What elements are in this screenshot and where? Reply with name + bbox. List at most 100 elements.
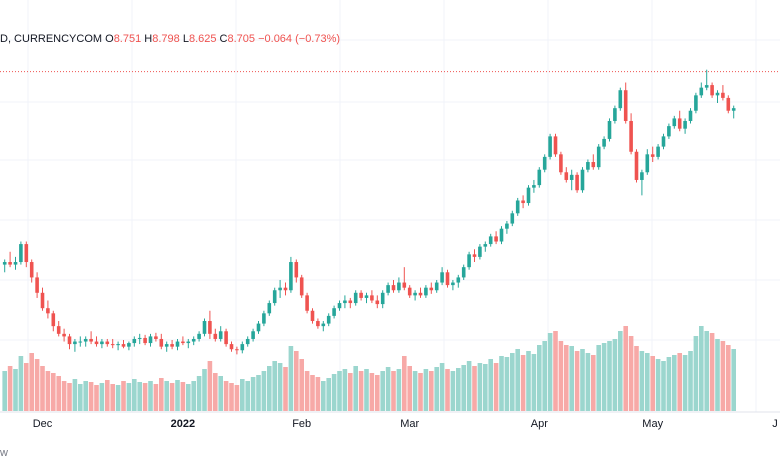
candle-body [326, 315, 331, 324]
candle [94, 336, 99, 347]
volume-bar [51, 373, 56, 411]
volume-bar [618, 331, 623, 411]
volume-bar [574, 351, 580, 411]
volume-bar [337, 371, 342, 411]
volume-bar [261, 371, 267, 411]
candle-body [62, 333, 66, 337]
candle-body [321, 323, 326, 327]
candle-body [418, 292, 423, 296]
volume-bar [83, 381, 88, 411]
candle [116, 341, 120, 351]
candle [8, 251, 12, 268]
open-key: O [105, 33, 114, 45]
candle [46, 300, 50, 319]
high-key: H [144, 33, 153, 45]
candle [618, 87, 623, 111]
volume-bar [477, 363, 483, 411]
volume-bar [672, 355, 677, 411]
candle-body [337, 303, 342, 309]
volume-bar [13, 369, 18, 411]
candle-body [8, 262, 12, 265]
candle-body [488, 236, 493, 245]
volume-bar [2, 371, 7, 411]
candle-body [191, 338, 196, 342]
volume-bar [445, 369, 450, 411]
volume-bar [429, 371, 434, 411]
candle-body [73, 341, 77, 345]
volume-bar [645, 353, 650, 411]
candle-body [537, 169, 542, 186]
volume-bar [693, 336, 699, 411]
volume-bar [650, 356, 655, 411]
candle-body [694, 95, 698, 111]
candle-body [424, 287, 428, 296]
volume-bar [56, 376, 61, 411]
close-value: 8.705 [227, 33, 256, 45]
candle [278, 279, 282, 298]
candle-body [569, 174, 574, 180]
volume-bar [142, 383, 148, 411]
candle [267, 300, 272, 316]
candle [213, 328, 218, 342]
candle [656, 144, 660, 160]
candle-body [213, 333, 218, 339]
candle [596, 144, 601, 170]
volume-bar [558, 341, 564, 411]
candle-body [78, 341, 83, 343]
candle [40, 287, 45, 311]
candle-body [267, 303, 272, 314]
candle-body [429, 287, 434, 291]
candle [591, 154, 596, 170]
volume-bar [267, 366, 272, 411]
volume-bar [45, 371, 51, 411]
volume-bar [585, 353, 591, 411]
volume-bar [148, 381, 153, 411]
volume-bar [537, 345, 542, 411]
candle [391, 279, 396, 293]
volume-bar [709, 333, 715, 411]
volume-bar [137, 382, 142, 411]
candle [580, 167, 585, 193]
volume-bar [186, 384, 191, 411]
candle [537, 167, 542, 188]
candle-body [127, 343, 131, 347]
candle-body [132, 338, 137, 344]
candle [24, 241, 29, 268]
candle [316, 318, 320, 329]
candle [197, 331, 201, 342]
candle [434, 279, 439, 293]
volume-bar [7, 366, 13, 411]
candle-body [456, 277, 461, 283]
candle [370, 290, 374, 304]
time-axis-tick-label: Dec [33, 418, 53, 430]
candle-body [148, 336, 153, 344]
candle-body [645, 154, 650, 173]
candle-body [29, 262, 34, 278]
candle-body [202, 321, 207, 334]
candle-body [494, 236, 498, 242]
time-axis-tick-label: J [772, 418, 778, 430]
candle-body [56, 326, 61, 334]
candle [704, 69, 709, 91]
volume-bar [369, 373, 375, 411]
candle-body [699, 87, 704, 96]
candle-body [542, 156, 547, 170]
candle [456, 274, 461, 288]
candle [272, 287, 277, 306]
volume-bar [234, 385, 240, 411]
time-axis-tick-label: Mar [400, 418, 419, 430]
candle [229, 341, 234, 352]
candle [461, 264, 466, 280]
candle [440, 267, 444, 286]
candle-body [532, 185, 536, 188]
candle [100, 338, 104, 349]
candle-body [89, 338, 93, 342]
candle [640, 169, 644, 196]
candle-body [467, 254, 471, 268]
candle-body [667, 126, 671, 137]
volume-bar [731, 349, 736, 411]
candle [73, 338, 77, 352]
candle [170, 339, 174, 350]
candle-body [370, 295, 374, 301]
